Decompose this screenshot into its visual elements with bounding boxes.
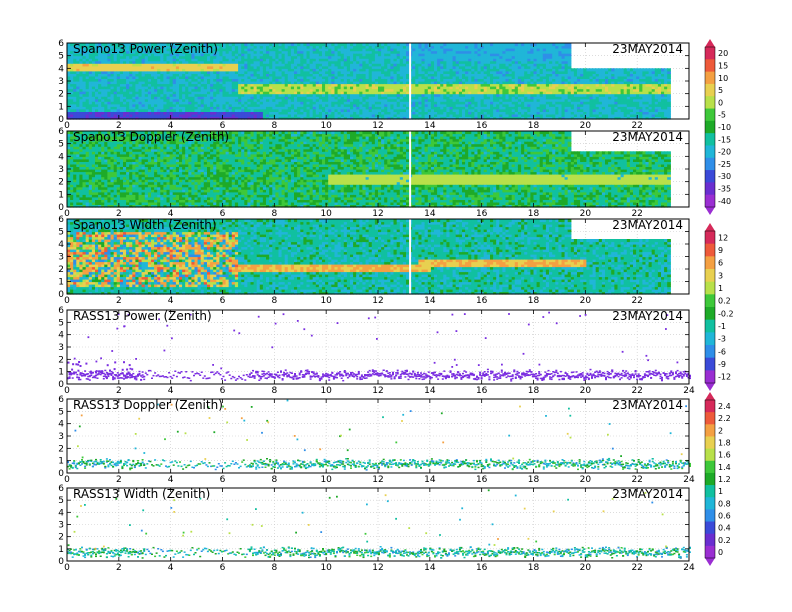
heatmap-cell [580, 68, 584, 71]
